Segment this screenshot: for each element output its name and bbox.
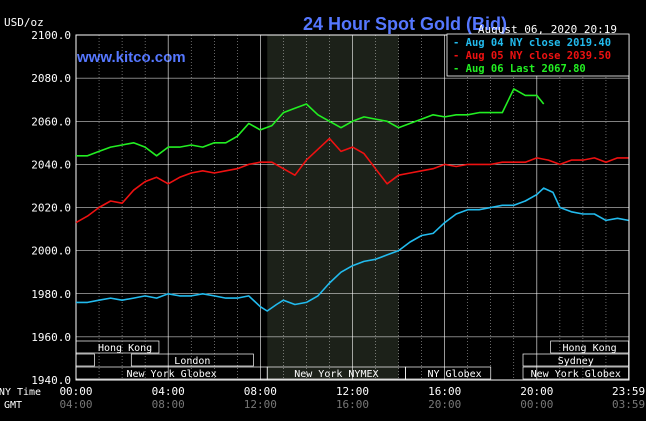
y-tick-label: 1940.0 [31,374,71,387]
market-session-label: New York NYMEX [294,369,378,380]
x-tick-label-ny: 23:59 [612,385,645,398]
x-tick-label-ny: 20:00 [520,385,553,398]
legend-box [446,33,630,77]
x-tick-label-ny: 16:00 [428,385,461,398]
y-tick-label: 2100.0 [31,29,71,42]
chart-title: 24 Hour Spot Gold (Bid) [303,14,507,34]
market-session-label: Sydney [558,356,594,367]
legend: - Aug 04 NY close 2019.40- Aug 05 NY clo… [446,33,630,77]
legend-item: - Aug 05 NY close 2039.50 [453,50,611,62]
x-tick-label-gmt: 16:00 [336,398,369,411]
y-tick-label: 1980.0 [31,288,71,301]
market-session-box [550,340,629,354]
watermark: www.kitco.com [76,49,186,66]
market-session-box [405,366,492,380]
x-tick-label-gmt: 20:00 [428,398,461,411]
market-session-label: New York Globex [531,369,621,380]
series-line-aug-05 [75,137,629,224]
y-axis-unit-label: USD/oz [4,16,44,29]
market-session-box [75,353,95,367]
x-tick-label-gmt: 04:00 [59,398,92,411]
legend-item: - Aug 06 Last 2067.80 [453,63,586,75]
x-tick-label-ny: 00:00 [59,385,92,398]
x-tick-label-gmt: 03:59 [612,398,645,411]
market-session-box [75,340,160,354]
x-axis: NY Time GMT [0,387,41,411]
y-tick-label: 2020.0 [31,202,71,215]
x-tick-label-gmt: 08:00 [152,398,185,411]
market-session-label: NY Globex [427,369,481,380]
y-tick-label: 2060.0 [31,115,71,128]
legend-item: - Aug 04 NY close 2019.40 [453,37,611,49]
x-tick-label-gmt: 12:00 [244,398,277,411]
ny-time-row-label: NY Time [0,387,41,398]
market-session-label: London [174,356,210,367]
x-tick-label-ny: 04:00 [152,385,185,398]
market-session-box [522,353,629,367]
x-tick-label-ny: 12:00 [336,385,369,398]
market-session-label: Hong Kong [98,343,152,354]
y-tick-label: 2000.0 [31,245,71,258]
chart-date: August 06, 2020 20:19 [478,23,617,36]
market-session-box [522,366,629,380]
x-tick-label-gmt: 00:00 [520,398,553,411]
series-line-aug-04 [76,187,629,312]
series-line-aug-06 [76,88,545,157]
x-tick-label-ny: 08:00 [244,385,277,398]
plot-area: Hong Kong London New York Globex New York N… [75,34,630,381]
y-tick-label: 2040.0 [31,158,71,171]
gmt-row-label: GMT [4,400,22,411]
y-tick-label: 1960.0 [31,331,71,344]
y-tick-label: 2080.0 [31,72,71,85]
market-session-label: Hong Kong [563,343,617,354]
market-session-box [130,353,254,367]
market-session-label: New York Globex [126,369,216,380]
